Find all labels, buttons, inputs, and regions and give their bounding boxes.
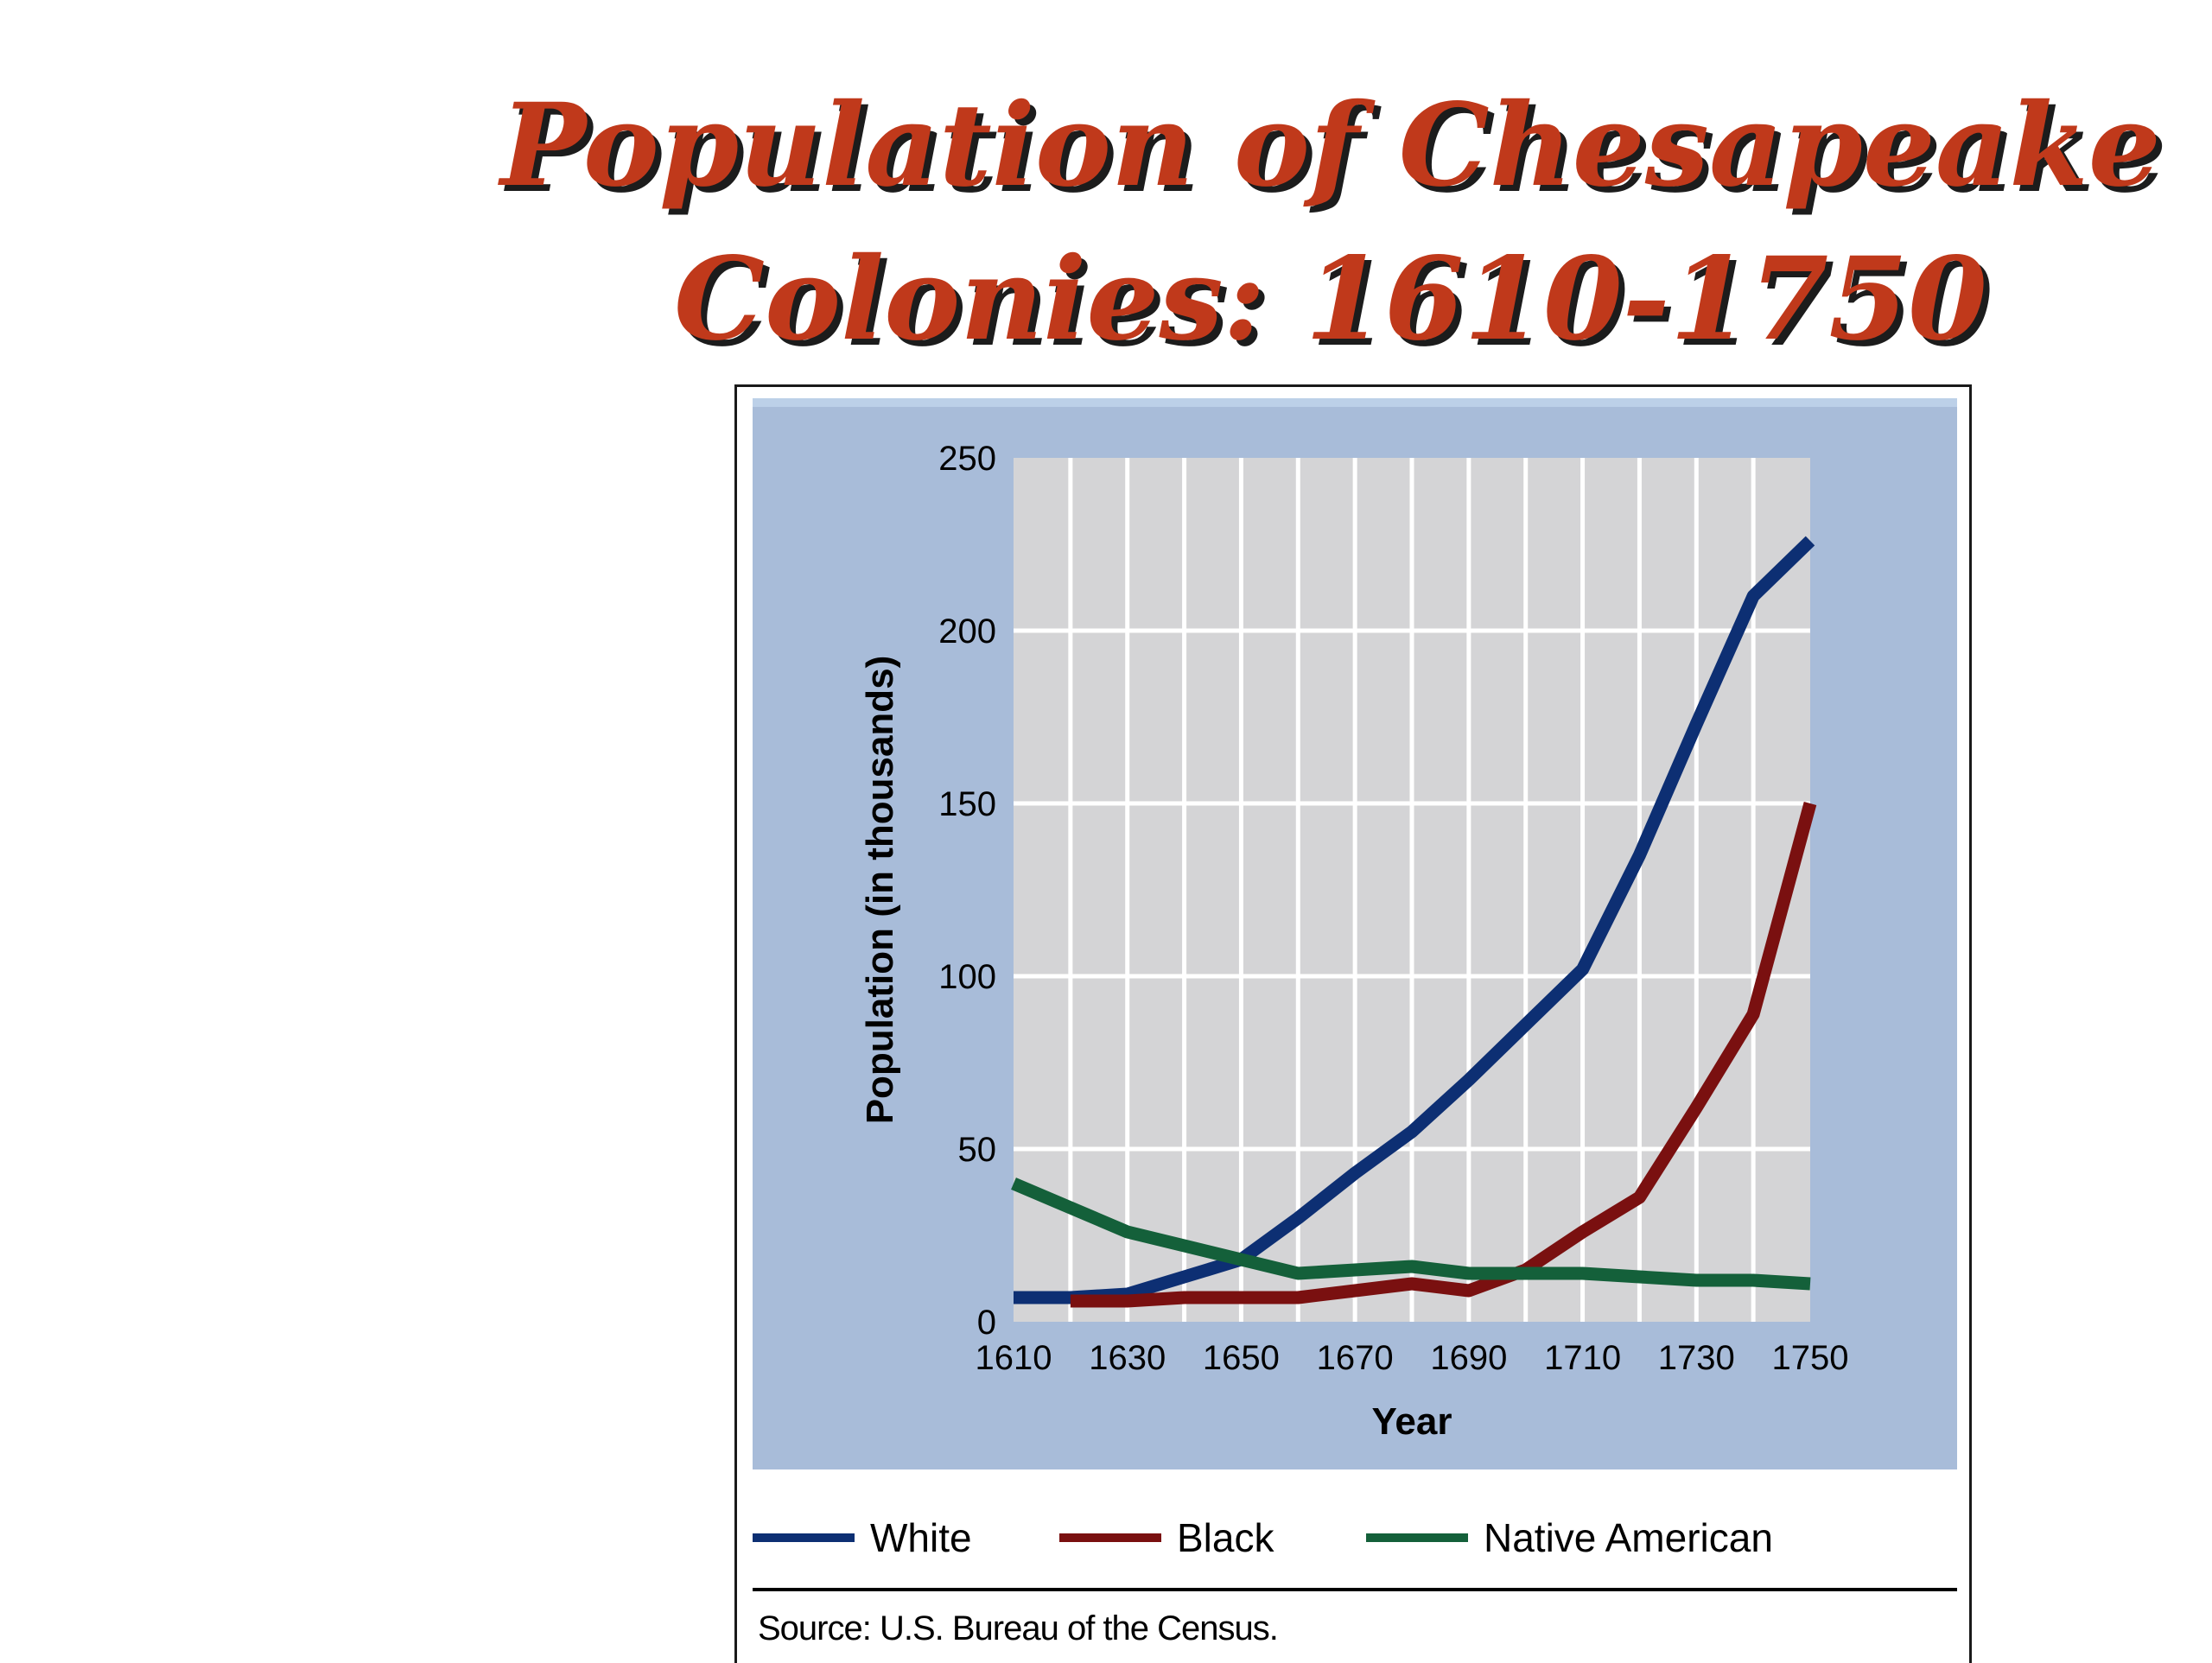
x-tick-label: 1730 [1658, 1339, 1735, 1377]
y-axis-title: Population (in thousands) [859, 656, 901, 1125]
source-note: Source: U.S. Bureau of the Census. [758, 1609, 1279, 1647]
grid-lines [1014, 458, 1810, 1322]
x-tick-label: 1630 [1089, 1339, 1166, 1377]
legend-swatch-native-american [1366, 1533, 1468, 1542]
legend-label-native-american: Native American [1484, 1515, 1773, 1560]
chart-panel-top-highlight [753, 398, 1957, 407]
legend-item-black: Black [1059, 1503, 1274, 1572]
series-line-white [1014, 536, 1815, 1304]
x-tick-label: 1750 [1772, 1339, 1849, 1377]
y-tick-label: 100 [938, 958, 996, 996]
slide-title-line-1: Population of Chesapeake [500, 79, 2161, 213]
tick-labels: 1610 1630 1650 1670 1690 1710 1730 1750 0 50 100 15… [938, 440, 1848, 1377]
x-tick-label: 1690 [1430, 1339, 1507, 1377]
legend-item-white: White [753, 1503, 972, 1572]
x-axis-title: Year [1372, 1400, 1452, 1443]
legend-label-white: White [870, 1515, 972, 1560]
legend-swatch-black [1059, 1533, 1161, 1542]
x-tick-label: 1710 [1544, 1339, 1621, 1377]
y-tick-label: 250 [938, 440, 996, 478]
legend-label-black: Black [1177, 1515, 1274, 1560]
x-tick-label: 1670 [1317, 1339, 1394, 1377]
y-tick-label: 50 [958, 1131, 997, 1169]
slide-title-line-2: Colonies: 1610-1750 [674, 232, 1987, 366]
series-line-black [1070, 802, 1817, 1308]
source-divider [753, 1588, 1957, 1591]
series-lines [1011, 536, 1817, 1308]
population-line-chart: 1610 1630 1650 1670 1690 1710 1730 1750 0 50 100 15… [753, 398, 1957, 1469]
series-line-native-american [1011, 1177, 1811, 1291]
x-tick-label: 1650 [1203, 1339, 1280, 1377]
chart-legend: White Black Native American [753, 1503, 1954, 1572]
legend-swatch-white [753, 1533, 855, 1542]
slide-title: Population of Chesapeake Colonies: 1610-… [484, 69, 2177, 377]
y-tick-label: 150 [938, 785, 996, 823]
y-tick-label: 200 [938, 613, 996, 651]
x-tick-label: 1610 [976, 1339, 1052, 1377]
chart-figure: 1610 1630 1650 1670 1690 1710 1730 1750 0 50 100 15… [734, 384, 1972, 1663]
y-tick-label: 0 [977, 1304, 996, 1342]
legend-item-native-american: Native American [1366, 1503, 1773, 1572]
